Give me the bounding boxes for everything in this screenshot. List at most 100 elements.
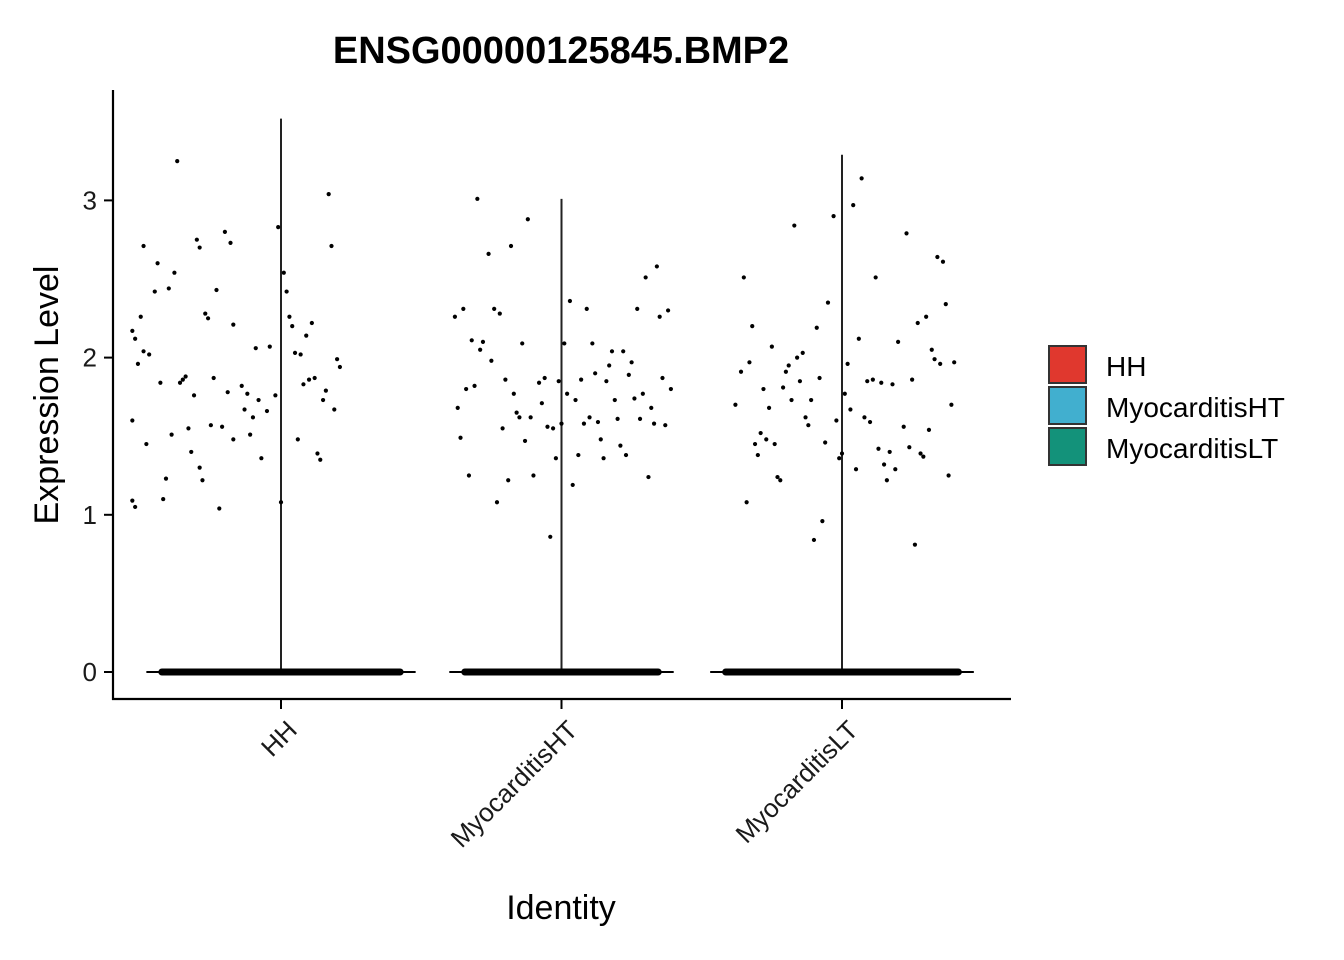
data-point <box>267 344 272 349</box>
data-point <box>553 456 558 461</box>
data-point <box>823 440 828 445</box>
data-point <box>276 225 281 230</box>
data-point <box>921 454 926 459</box>
data-point <box>315 451 320 456</box>
data-point <box>214 287 219 293</box>
data-point <box>940 259 946 264</box>
legend-label-hh: HH <box>1106 351 1146 382</box>
data-point <box>929 347 934 352</box>
data-point <box>287 314 292 319</box>
data-point <box>466 473 472 478</box>
data-point <box>144 441 149 447</box>
y-tick-label-0: 0 <box>83 657 97 687</box>
data-point <box>792 223 797 228</box>
data-point <box>831 214 836 219</box>
x-tick-label-myocarditislt: MyocarditisLT <box>730 715 864 849</box>
data-point <box>778 478 783 483</box>
data-point <box>464 386 469 392</box>
chart-title: ENSG00000125845.BMP2 <box>333 30 789 72</box>
legend-label-myocarditisht: MyocarditisHT <box>1106 392 1285 423</box>
data-point <box>211 375 216 381</box>
data-point <box>772 441 777 447</box>
data-point <box>565 391 570 396</box>
data-point <box>733 402 738 407</box>
data-point <box>508 243 514 249</box>
data-point <box>570 482 575 488</box>
data-point <box>573 397 578 403</box>
y-axis-title: Expression Level <box>28 266 66 525</box>
data-point <box>191 393 197 398</box>
axes: 0 1 2 3 HH MyocarditisHT MyocarditisLT <box>83 90 1011 853</box>
data-point <box>786 363 791 368</box>
data-point <box>811 537 817 543</box>
data-point <box>135 361 141 366</box>
data-point <box>337 364 343 370</box>
y-tick-label-3: 3 <box>83 185 97 215</box>
data-point <box>915 320 920 326</box>
data-point <box>318 457 323 462</box>
data-point <box>520 341 525 346</box>
data-point <box>163 476 169 481</box>
data-point <box>133 504 138 510</box>
data-point <box>612 397 617 403</box>
data-point <box>761 386 766 392</box>
data-point <box>489 358 494 363</box>
data-point <box>890 382 895 387</box>
legend-swatch-hh <box>1048 345 1087 384</box>
data-point <box>769 344 774 349</box>
data-point <box>952 360 957 365</box>
data-point <box>312 375 317 381</box>
data-point <box>800 350 805 355</box>
data-point <box>304 333 309 338</box>
data-point <box>166 286 171 291</box>
data-point <box>853 467 859 472</box>
data-point <box>290 324 295 329</box>
y-tick-label-2: 2 <box>83 343 97 373</box>
data-point <box>231 437 236 442</box>
data-point <box>175 159 180 164</box>
data-point <box>893 467 898 472</box>
data-point <box>750 324 755 329</box>
data-point <box>500 426 505 431</box>
data-point <box>522 438 528 444</box>
data-point <box>887 449 892 455</box>
zero-cluster-myocarditislt <box>722 668 962 676</box>
zero-bands <box>146 668 974 676</box>
data-point <box>783 369 789 374</box>
data-point <box>918 451 923 456</box>
data-point <box>205 316 211 321</box>
data-point <box>245 391 250 396</box>
data-point <box>780 385 786 390</box>
data-point <box>865 379 870 384</box>
data-point <box>292 350 298 355</box>
data-point <box>452 314 458 319</box>
data-point <box>870 377 875 382</box>
data-point <box>747 360 752 365</box>
data-point <box>862 415 867 420</box>
data-point <box>550 426 556 431</box>
data-point <box>250 415 256 420</box>
data-point <box>604 379 609 384</box>
data-point <box>506 478 511 483</box>
data-point <box>469 338 474 343</box>
data-point <box>910 377 915 382</box>
data-point <box>632 396 637 401</box>
data-point <box>741 275 746 280</box>
data-point <box>455 405 460 411</box>
data-point <box>567 298 573 304</box>
data-point <box>587 415 592 420</box>
legend-swatch-myocarditisht <box>1048 386 1087 425</box>
data-point <box>654 264 659 269</box>
zero-cluster-hh <box>158 668 404 676</box>
data-point <box>189 449 194 455</box>
data-point <box>486 251 491 256</box>
data-point <box>839 451 845 456</box>
data-point <box>884 478 889 483</box>
data-point <box>943 302 948 307</box>
data-point <box>514 410 519 415</box>
data-point <box>657 314 662 319</box>
data-point <box>458 435 463 440</box>
data-point <box>335 357 340 362</box>
data-point <box>130 418 135 423</box>
